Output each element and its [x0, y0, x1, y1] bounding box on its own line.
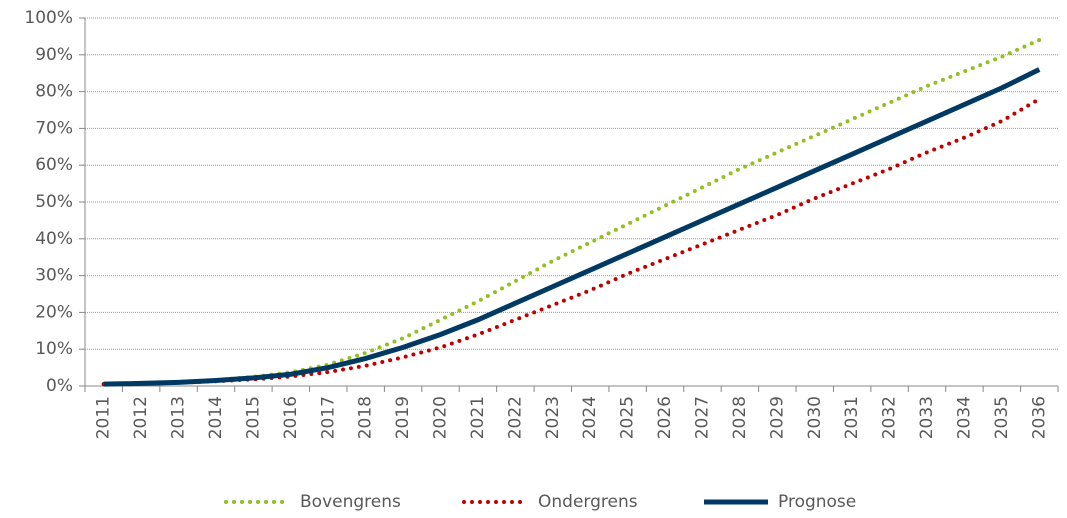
y-tick-label: 20% — [35, 302, 73, 322]
y-tick-label: 70% — [35, 118, 73, 138]
x-tick-label: 2030 — [805, 396, 825, 439]
legend-label: Prognose — [778, 492, 856, 512]
x-tick-label: 2027 — [692, 396, 712, 439]
y-tick-label: 30% — [35, 266, 73, 286]
x-tick-label: 2018 — [356, 396, 376, 439]
x-tick-label: 2017 — [318, 396, 338, 439]
x-tick-label: 2013 — [169, 396, 189, 439]
y-tick-label: 100% — [24, 8, 73, 28]
y-tick-label: 60% — [35, 155, 73, 175]
y-tick-label: 40% — [35, 229, 73, 249]
y-tick-label: 50% — [35, 192, 73, 212]
x-tick-label: 2025 — [618, 396, 638, 439]
x-tick-label: 2036 — [1029, 396, 1049, 439]
x-tick-label: 2032 — [880, 396, 900, 439]
x-tick-label: 2012 — [131, 396, 151, 439]
series-line — [103, 67, 1041, 387]
x-tick-label: 2033 — [917, 396, 937, 439]
x-tick-label: 2016 — [281, 396, 301, 439]
x-tick-label: 2023 — [543, 396, 563, 439]
x-tick-label: 2026 — [655, 396, 675, 439]
series-line — [101, 96, 1042, 387]
x-tick-label: 2011 — [94, 396, 114, 439]
x-tick-label: 2014 — [206, 396, 226, 439]
y-tick-label: 90% — [35, 45, 73, 65]
x-tick-label: 2024 — [580, 396, 600, 439]
legend-label: Ondergrens — [538, 492, 638, 512]
x-tick-label: 2035 — [992, 396, 1012, 439]
x-tick-label: 2020 — [431, 396, 451, 439]
x-tick-label: 2028 — [730, 396, 750, 439]
y-tick-label: 0% — [46, 376, 73, 396]
x-tick-label: 2031 — [842, 396, 862, 439]
legend-label: Bovengrens — [300, 492, 401, 512]
x-tick-label: 2019 — [393, 396, 413, 439]
x-tick-label: 2034 — [954, 396, 974, 439]
series-line — [101, 38, 1042, 387]
x-tick-label: 2022 — [505, 396, 525, 439]
x-tick-label: 2029 — [767, 396, 787, 439]
x-tick-label: 2021 — [468, 396, 488, 439]
y-tick-label: 80% — [35, 82, 73, 102]
x-tick-label: 2015 — [243, 396, 263, 439]
y-tick-label: 10% — [35, 339, 73, 359]
